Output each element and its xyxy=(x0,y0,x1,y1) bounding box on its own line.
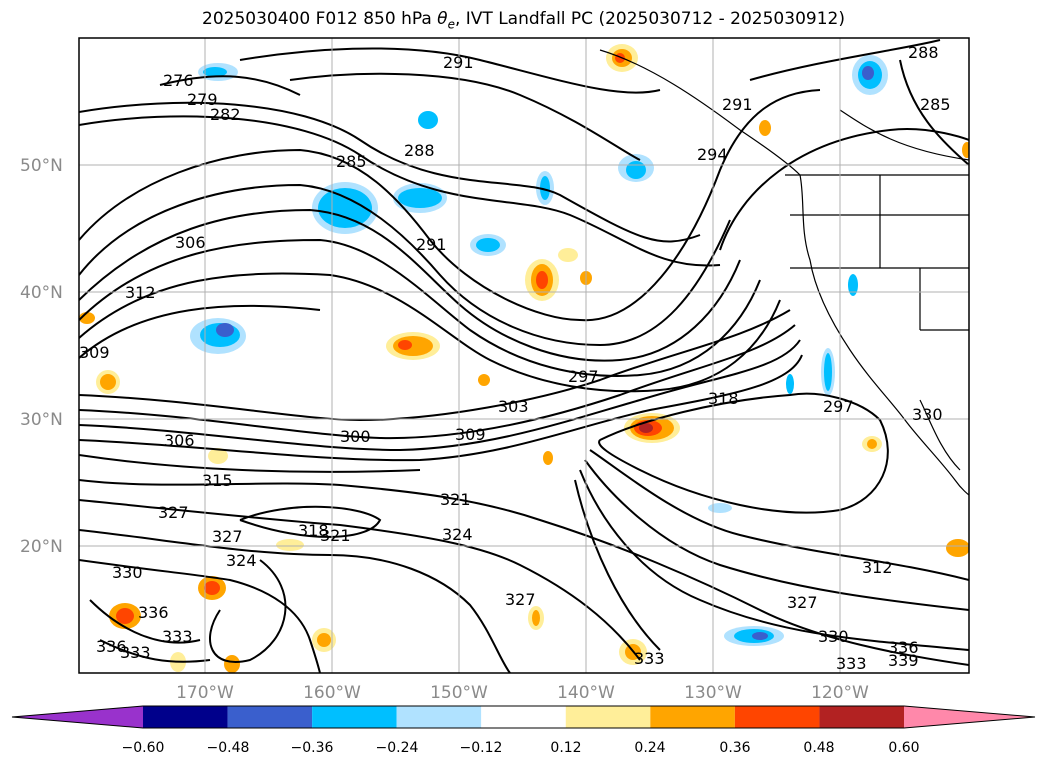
contour-label: 339 xyxy=(888,651,919,670)
colorbar-tick-label: −0.12 xyxy=(460,740,503,756)
lon-label: 120°W xyxy=(811,683,869,703)
contour-label: 297 xyxy=(823,397,854,416)
contour-label: 330 xyxy=(912,405,943,424)
contour-label: 336 xyxy=(888,638,919,657)
lon-label: 150°W xyxy=(430,683,488,703)
lat-label: 40°N xyxy=(20,283,63,303)
contour-label: 321 xyxy=(320,526,351,545)
colorbar-outline xyxy=(11,705,1036,729)
colorbar-extend-high xyxy=(904,706,1035,728)
contour-label: 318 xyxy=(298,521,329,540)
contour-label: 327 xyxy=(158,503,189,522)
contour-label: 330 xyxy=(818,627,849,646)
colorbar xyxy=(11,705,1036,729)
colorbar-bin xyxy=(312,706,397,728)
map-plot-area xyxy=(79,39,969,673)
contour-label: 330 xyxy=(112,563,143,582)
contour-label: 333 xyxy=(634,649,665,668)
contour-label: 294 xyxy=(697,145,728,164)
colorbar-tick-labels: −0.60 −0.48 −0.36 −0.24 −0.12 0.12 0.24 … xyxy=(122,740,920,756)
contour-label: 327 xyxy=(787,593,818,612)
coastlines xyxy=(599,49,969,496)
contour-label: 333 xyxy=(120,643,151,662)
lon-label: 140°W xyxy=(557,683,615,703)
colorbar-tick-label: 0.24 xyxy=(634,740,665,756)
contour-label: 285 xyxy=(336,152,367,171)
contour-label: 279 xyxy=(187,90,218,109)
colorbar-tick-label: 0.60 xyxy=(888,740,919,756)
contour-label: 306 xyxy=(175,233,206,252)
lat-label: 50°N xyxy=(20,156,63,176)
contour-label: 276 xyxy=(163,71,194,90)
lat-label: 20°N xyxy=(20,537,63,557)
contour-label: 336 xyxy=(96,637,127,656)
contour-label: 324 xyxy=(442,525,473,544)
map-frame xyxy=(78,37,970,674)
colorbar-bin xyxy=(819,706,904,728)
colorbar-bin xyxy=(650,706,735,728)
colorbar-bin xyxy=(565,706,651,728)
colorbar-extend-low xyxy=(12,706,143,728)
contour-label: 288 xyxy=(404,141,435,160)
lon-label: 160°W xyxy=(303,683,361,703)
contour-label: 285 xyxy=(920,95,951,114)
contour-label: 336 xyxy=(138,603,169,622)
contour-label: 315 xyxy=(202,471,233,490)
contour-label: 282 xyxy=(210,105,241,124)
colorbar-tick-label: −0.48 xyxy=(207,740,250,756)
colorbar-bin xyxy=(734,706,820,728)
contour-label: 291 xyxy=(416,235,447,254)
colorbar-tick-label: −0.24 xyxy=(376,740,419,756)
contour-label: 309 xyxy=(455,425,486,444)
contour-label: 327 xyxy=(505,590,536,609)
colorbar-tick-label: −0.60 xyxy=(122,740,165,756)
contour-label: 327 xyxy=(212,527,243,546)
contour-label: 333 xyxy=(836,654,867,673)
contour-label: 309 xyxy=(79,343,110,362)
colorbar-bin xyxy=(396,706,482,728)
colorbar-tick-label: 0.48 xyxy=(803,740,834,756)
contour-label: 321 xyxy=(440,490,471,509)
contour-label: 288 xyxy=(908,43,939,62)
colorbar-tick-label: 0.12 xyxy=(550,740,581,756)
contour-labels: 276 279 282 285 288 291 291 294 291 288 … xyxy=(79,43,951,673)
lat-label: 30°N xyxy=(20,410,63,430)
colorbar-bin xyxy=(227,706,313,728)
colorbar-tick-label: 0.36 xyxy=(719,740,750,756)
lat-axis-labels: 50°N 40°N 30°N 20°N xyxy=(20,156,63,557)
chart-title: 2025030400 F012 850 hPa θe, IVT Landfall… xyxy=(202,9,845,32)
contour-label: 306 xyxy=(164,431,195,450)
colorbar-tick-label: −0.36 xyxy=(291,740,334,756)
contour-label: 312 xyxy=(862,558,893,577)
colorbar-bin xyxy=(143,706,228,728)
contour-label: 324 xyxy=(226,551,257,570)
gridlines xyxy=(79,38,969,673)
contour-label: 333 xyxy=(162,627,193,646)
contour-label: 303 xyxy=(498,397,529,416)
theta-e-contours xyxy=(79,39,969,673)
contour-label: 318 xyxy=(708,389,739,408)
contour-label: 291 xyxy=(722,95,753,114)
lon-label: 170°W xyxy=(176,683,234,703)
contour-label: 291 xyxy=(443,53,474,72)
contour-label: 312 xyxy=(125,283,156,302)
lon-label: 130°W xyxy=(684,683,742,703)
lon-axis-labels: 170°W 160°W 150°W 140°W 130°W 120°W xyxy=(176,683,869,703)
contour-label: 300 xyxy=(340,427,371,446)
colorbar-bin xyxy=(481,706,566,728)
contour-label: 297 xyxy=(568,367,599,386)
